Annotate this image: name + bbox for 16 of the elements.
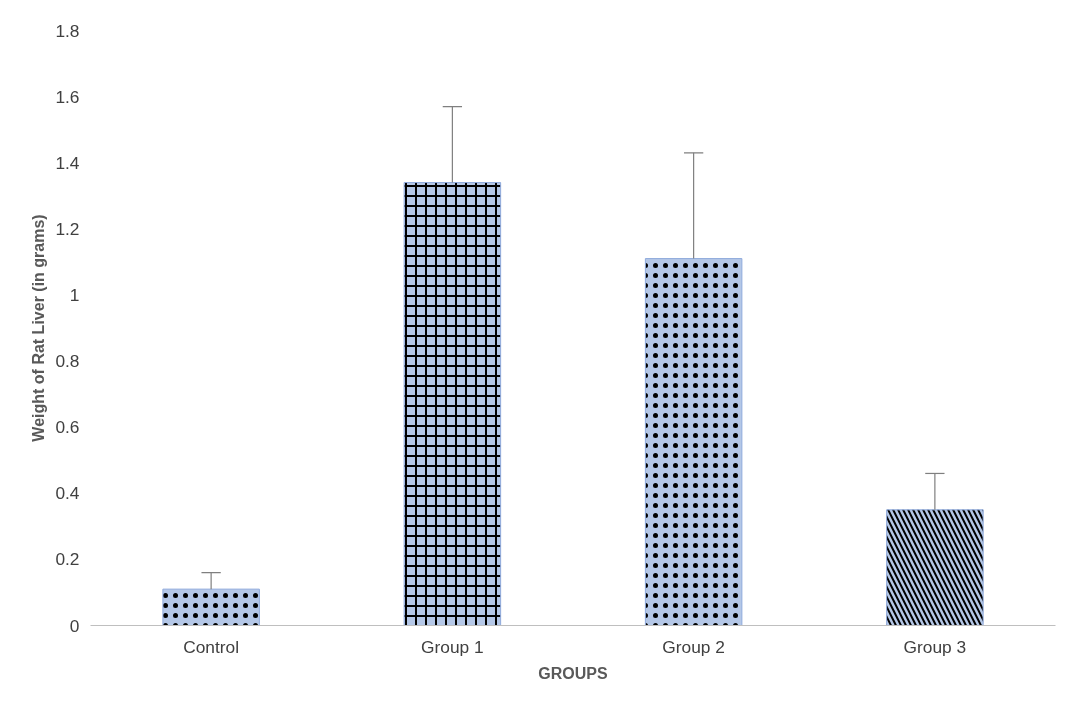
y-tick-label: 1.6 <box>55 86 80 107</box>
y-tick-label: 0 <box>69 615 80 636</box>
y-tick-label: 0.8 <box>55 351 80 372</box>
y-tick-label: 1.8 <box>55 20 80 41</box>
x-tick-label: Group 2 <box>662 636 725 657</box>
y-axis-title: Weight of Rat Liver (in grams) <box>30 214 48 442</box>
x-tick-label: Control <box>183 636 240 657</box>
x-tick-label: Group 3 <box>903 636 967 657</box>
y-tick-label: 0.6 <box>55 417 80 438</box>
x-tick-label: Group 1 <box>421 636 484 657</box>
y-tick-label: 1.4 <box>55 152 80 173</box>
x-axis-title: GROUPS <box>538 664 608 682</box>
y-tick-label: 0.2 <box>55 549 80 570</box>
y-tick-label: 1.2 <box>55 218 80 239</box>
y-tick-label: 1 <box>69 284 80 305</box>
y-tick-label: 0.4 <box>55 483 80 504</box>
